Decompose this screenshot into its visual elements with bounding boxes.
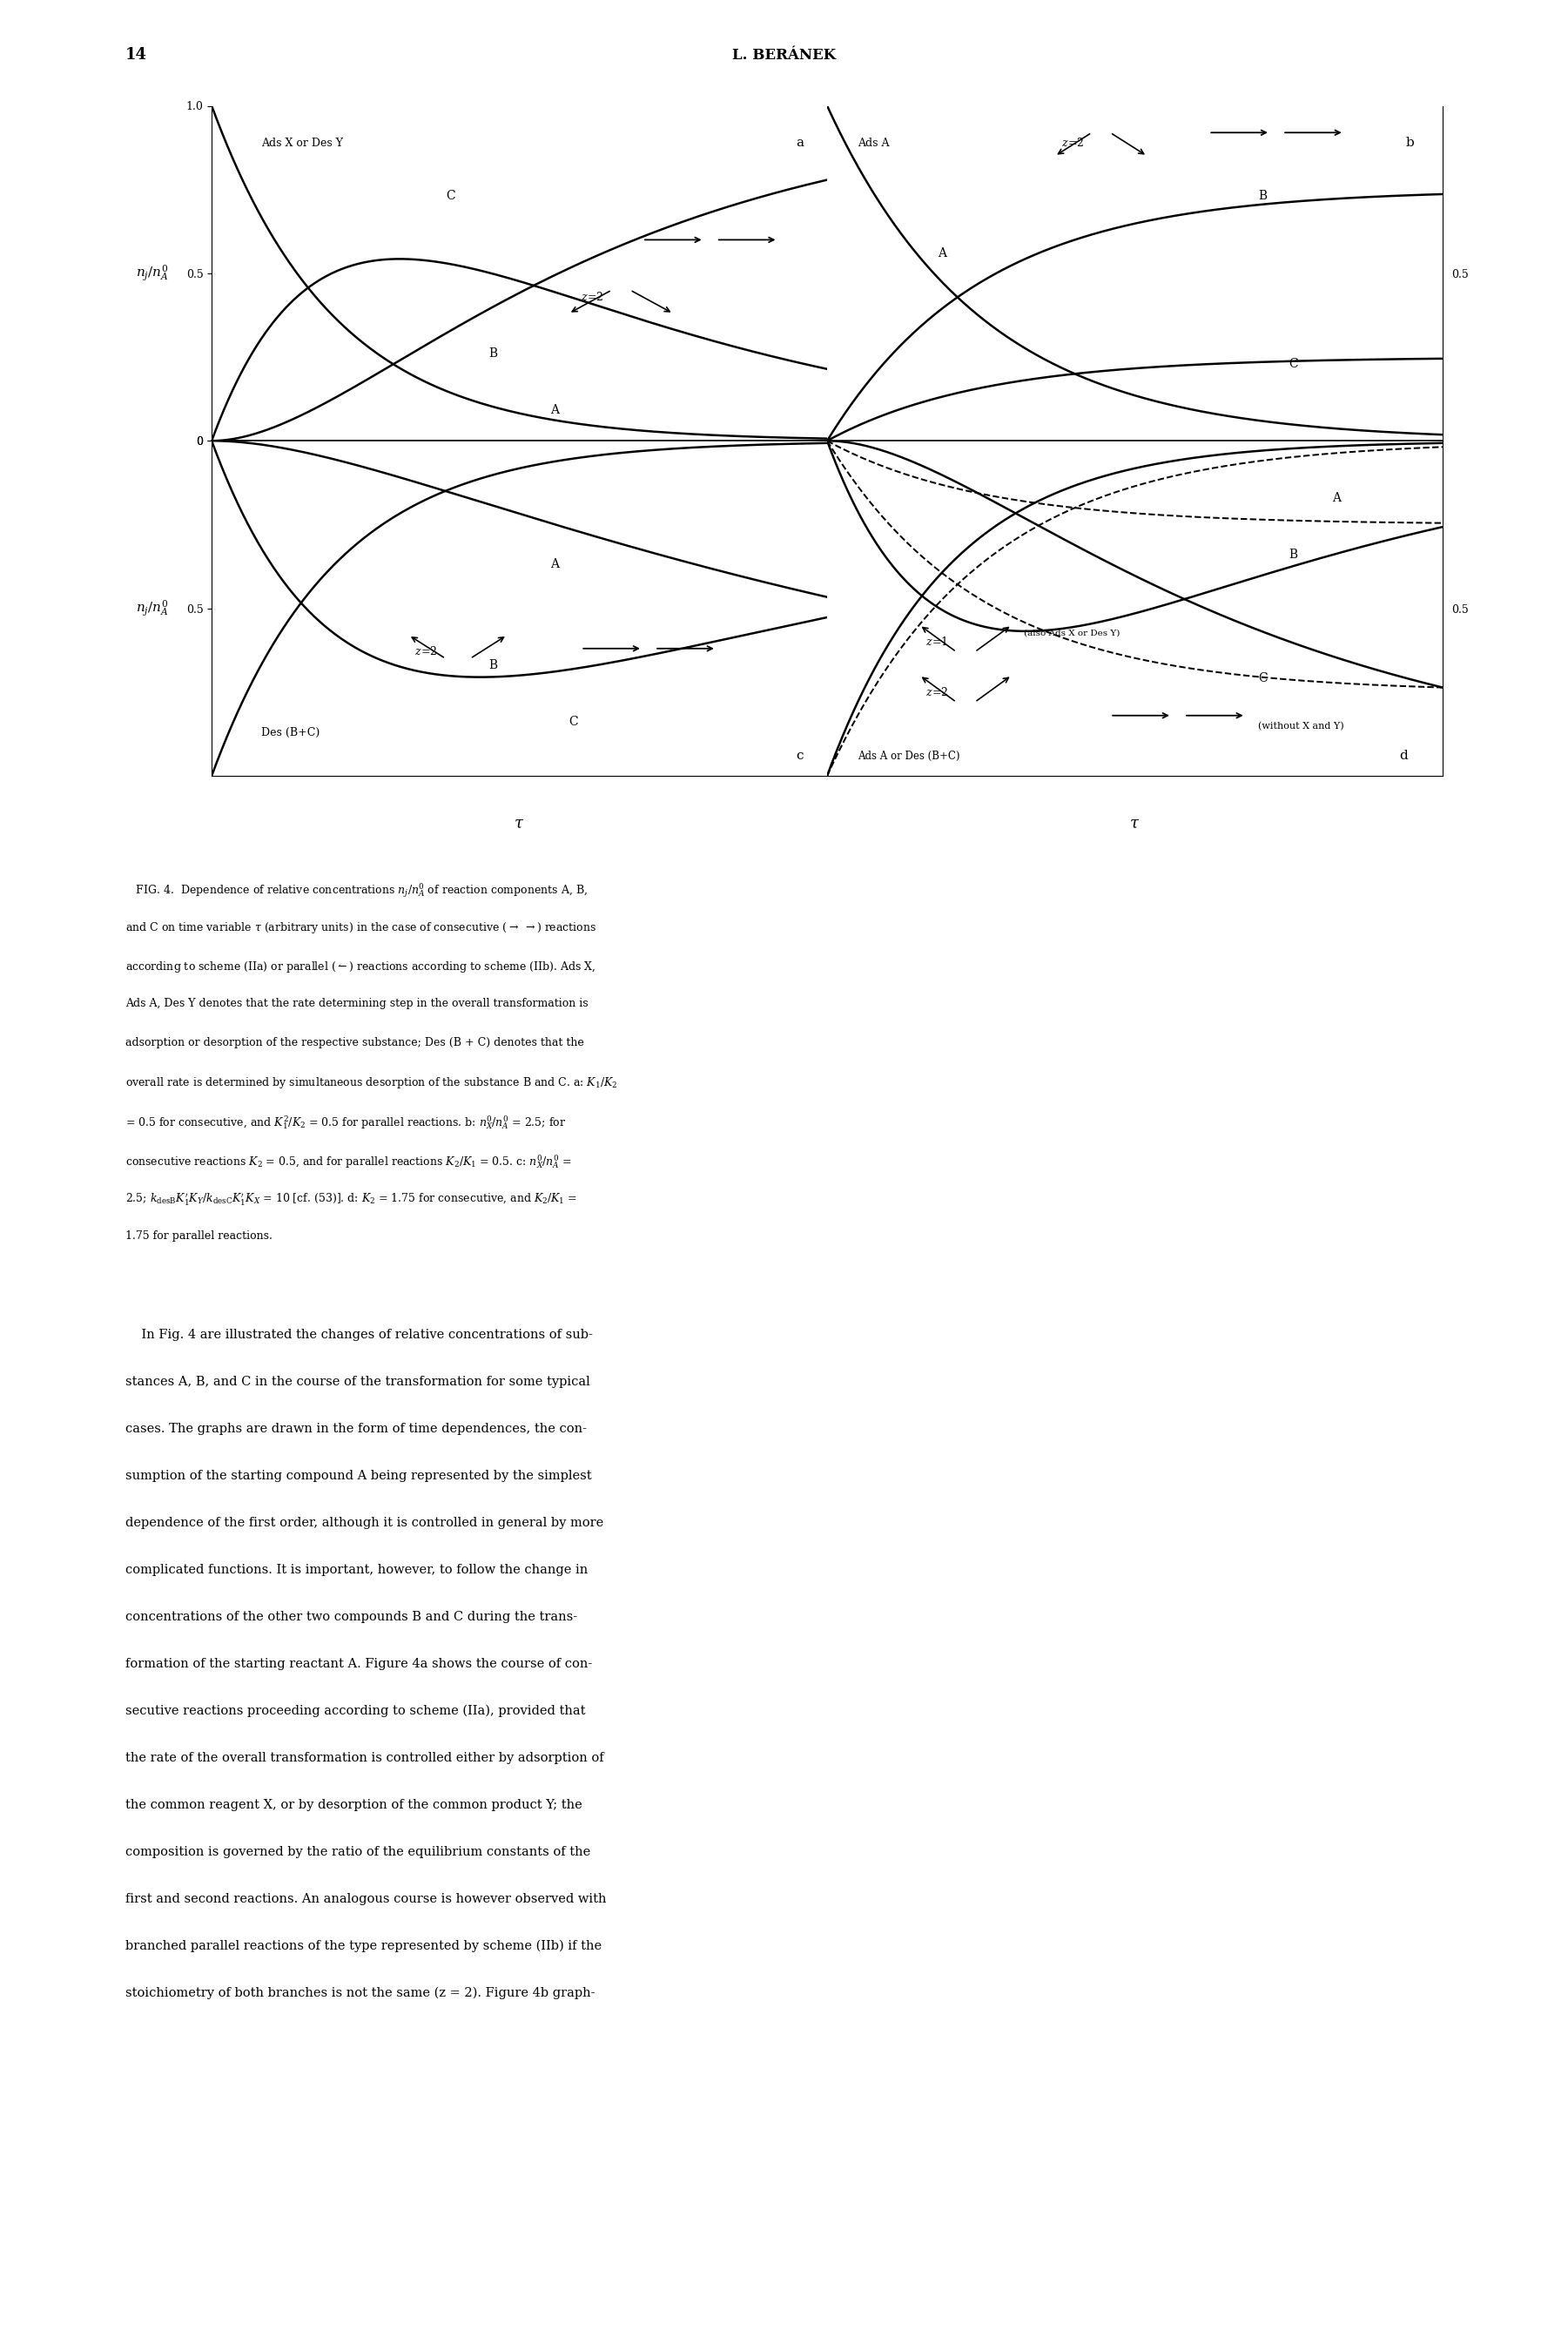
Text: $z\!=\!2$: $z\!=\!2$ — [580, 292, 604, 303]
Text: 1.75 for parallel reactions.: 1.75 for parallel reactions. — [125, 1232, 273, 1241]
Text: Ads A or Des (B+C): Ads A or Des (B+C) — [858, 750, 960, 762]
Text: composition is governed by the ratio of the equilibrium constants of the: composition is governed by the ratio of … — [125, 1846, 591, 1857]
Text: dependence of the first order, although it is controlled in general by more: dependence of the first order, although … — [125, 1516, 604, 1528]
Y-axis label: $n_j/n_A^0$: $n_j/n_A^0$ — [136, 600, 168, 618]
Text: F$\mathregular{IG}$. 4.  Dependence of relative concentrations $n_j/n_A^0$ of re: F$\mathregular{IG}$. 4. Dependence of re… — [125, 882, 588, 898]
Text: (without X and Y): (without X and Y) — [1258, 722, 1344, 731]
Text: B: B — [489, 658, 497, 672]
Text: A: A — [1331, 491, 1341, 503]
Text: C: C — [445, 190, 455, 202]
Text: Des (B+C): Des (B+C) — [260, 726, 320, 738]
Text: stoichiometry of both branches is not the same (z = 2). Figure 4b graph-: stoichiometry of both branches is not th… — [125, 1987, 596, 1998]
Text: $\tau$: $\tau$ — [514, 816, 525, 830]
Text: consecutive reactions $K_2$ = 0.5, and for parallel reactions $K_2/K_1$ = 0.5. c: consecutive reactions $K_2$ = 0.5, and f… — [125, 1154, 572, 1171]
Text: C: C — [569, 717, 579, 729]
Text: Ads X or Des Y: Ads X or Des Y — [260, 136, 343, 148]
Text: $z\!=\!2$: $z\!=\!2$ — [1062, 136, 1083, 148]
Text: = 0.5 for consecutive, and $K_1^2/K_2$ = 0.5 for parallel reactions. b: $n_X^0/n: = 0.5 for consecutive, and $K_1^2/K_2$ =… — [125, 1114, 566, 1131]
Text: d: d — [1400, 750, 1408, 762]
Text: formation of the starting reactant A. Figure 4a shows the course of con-: formation of the starting reactant A. Fi… — [125, 1657, 593, 1669]
Text: stances A, B, and C in the course of the transformation for some typical: stances A, B, and C in the course of the… — [125, 1375, 590, 1387]
Text: In Fig. 4 are illustrated the changes of relative concentrations of sub-: In Fig. 4 are illustrated the changes of… — [125, 1328, 593, 1340]
Text: branched parallel reactions of the type represented by scheme (IIb) if the: branched parallel reactions of the type … — [125, 1940, 602, 1951]
Text: according to scheme (IIa) or parallel ($\leftharpoonup$) reactions according to : according to scheme (IIa) or parallel ($… — [125, 959, 596, 973]
Text: B: B — [1258, 190, 1267, 202]
Text: overall rate is determined by simultaneous desorption of the substance B and C. : overall rate is determined by simultaneo… — [125, 1077, 618, 1091]
Text: Ads A: Ads A — [858, 136, 889, 148]
Text: $z\!=\!2$: $z\!=\!2$ — [416, 647, 437, 658]
Text: A: A — [550, 404, 558, 416]
Text: 2.5; $k_{\mathrm{desB}}K_1'K_Y/k_{\mathrm{desC}}K_1'K_X$ = 10 [cf. (53)]. d: $K_: 2.5; $k_{\mathrm{desB}}K_1'K_Y/k_{\mathr… — [125, 1192, 577, 1208]
Text: and C on time variable $\tau$ (arbitrary units) in the case of consecutive ($\ri: and C on time variable $\tau$ (arbitrary… — [125, 919, 596, 936]
Text: adsorption or desorption of the respective substance; Des (B + C) denotes that t: adsorption or desorption of the respecti… — [125, 1037, 583, 1049]
Text: B: B — [489, 348, 497, 360]
Text: b: b — [1405, 136, 1414, 148]
Text: 14: 14 — [125, 47, 147, 61]
Text: the common reagent X, or by desorption of the common product Y; the: the common reagent X, or by desorption o… — [125, 1799, 582, 1810]
Text: C: C — [1258, 672, 1267, 684]
Text: a: a — [797, 136, 804, 148]
Text: $\tau$: $\tau$ — [1129, 816, 1140, 830]
Text: the rate of the overall transformation is controlled either by adsorption of: the rate of the overall transformation i… — [125, 1751, 604, 1763]
Text: L. BERÁNEK: L. BERÁNEK — [732, 47, 836, 61]
Text: A: A — [938, 247, 947, 259]
Text: sumption of the starting compound A being represented by the simplest: sumption of the starting compound A bein… — [125, 1469, 591, 1481]
Text: complicated functions. It is important, however, to follow the change in: complicated functions. It is important, … — [125, 1563, 588, 1575]
Text: B: B — [1289, 548, 1297, 560]
Text: concentrations of the other two compounds B and C during the trans-: concentrations of the other two compound… — [125, 1610, 577, 1622]
Text: first and second reactions. An analogous course is however observed with: first and second reactions. An analogous… — [125, 1893, 607, 1904]
Text: c: c — [797, 750, 804, 762]
Text: C: C — [1289, 357, 1298, 369]
Text: secutive reactions proceeding according to scheme (IIa), provided that: secutive reactions proceeding according … — [125, 1704, 585, 1716]
Text: (also Ads X or Des Y): (also Ads X or Des Y) — [1024, 630, 1120, 637]
Text: Ads A, Des Y denotes that the rate determining step in the overall transformatio: Ads A, Des Y denotes that the rate deter… — [125, 997, 588, 1009]
Y-axis label: $n_j/n_A^0$: $n_j/n_A^0$ — [136, 263, 168, 282]
Text: cases. The graphs are drawn in the form of time dependences, the con-: cases. The graphs are drawn in the form … — [125, 1422, 586, 1434]
Text: A: A — [550, 560, 558, 571]
Text: $z\!=\!1$: $z\!=\!1$ — [925, 635, 949, 649]
Text: $z\!=\!2$: $z\!=\!2$ — [925, 686, 949, 698]
